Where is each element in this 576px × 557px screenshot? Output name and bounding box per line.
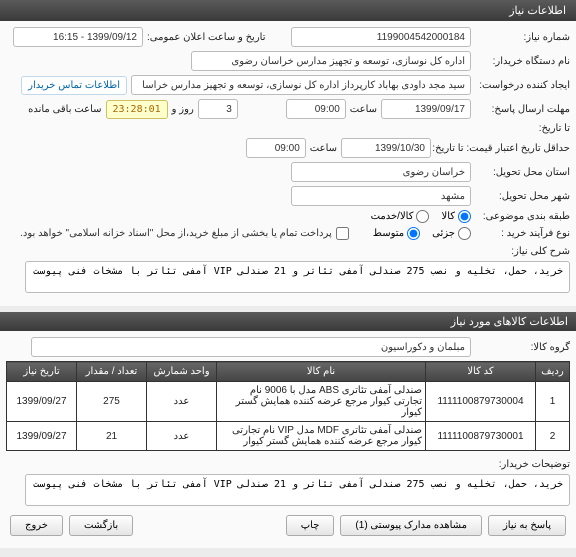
creator-field: سید مجد داودی بهاباد کارپرداز اداره کل ن… <box>131 75 471 95</box>
radio-goods-label: کالا <box>441 211 455 222</box>
lbl-saat1: ساعت <box>350 104 377 115</box>
lbl-buyer-notes: توضیحات خریدار: <box>475 459 570 470</box>
lbl-need-no: شماره نیاز: <box>475 32 570 43</box>
th-row: ردیف <box>536 362 570 382</box>
lbl-day: روز و <box>172 104 194 115</box>
lbl-saat2: ساعت <box>310 143 337 154</box>
answer-date-field: 1399/09/17 <box>381 99 471 119</box>
radio-goods[interactable]: کالا <box>441 210 471 223</box>
th-qty: تعداد / مقدار <box>77 362 147 382</box>
treasury-checkbox[interactable] <box>336 227 349 240</box>
radio-small-label: جزئی <box>432 228 455 239</box>
reply-button[interactable]: پاسخ به نیاز <box>488 515 566 536</box>
button-bar: پاسخ به نیاز مشاهده مدارک پیوستی (1) چاپ… <box>6 509 570 538</box>
lbl-creator: ایجاد کننده درخواست: <box>475 80 570 91</box>
lbl-answer-deadline: مهلت ارسال پاسخ: <box>475 104 570 115</box>
back-button[interactable]: بازگشت <box>69 515 133 536</box>
buyer-contact-button[interactable]: اطلاعات تماس خریدار <box>21 76 127 95</box>
delivery-state-field: خراسان رضوی <box>291 162 471 182</box>
cell-unit: عدد <box>147 382 217 422</box>
radio-mid-input[interactable] <box>407 227 420 240</box>
exit-button[interactable]: خروج <box>10 515 63 536</box>
lbl-to-date: تا تاریخ: <box>475 123 570 134</box>
lbl-min-valid: حداقل تاریخ اعتبار قیمت: تا تاریخ: <box>435 143 570 154</box>
group-field: مبلمان و دکوراسیون <box>31 337 471 357</box>
lbl-announce: تاریخ و ساعت اعلان عمومی: <box>147 32 287 43</box>
cell-unit: عدد <box>147 422 217 451</box>
panel1-title: اطلاعات نیاز <box>0 0 576 21</box>
th-unit: واحد شمارش <box>147 362 217 382</box>
radio-small-input[interactable] <box>458 227 471 240</box>
lbl-summary: شرح کلی نیاز: <box>475 246 570 257</box>
panel2-title: اطلاعات کالاهای مورد نیاز <box>0 312 576 331</box>
classify-radio-group: کالا کالا/خدمت <box>371 210 471 223</box>
radio-service-label: کالا/خدمت <box>371 211 414 222</box>
buyer-org-field: اداره کل نوسازی، توسعه و تجهیز مدارس خرا… <box>191 51 471 71</box>
cell-code: 1111100879730004 <box>426 382 536 422</box>
cell-qty: 21 <box>77 422 147 451</box>
th-code: کد کالا <box>426 362 536 382</box>
min-valid-time-field: 09:00 <box>246 138 306 158</box>
print-button[interactable]: چاپ <box>286 515 335 536</box>
min-valid-date-field: 1399/10/30 <box>341 138 431 158</box>
lbl-delivery-state: استان محل تحویل: <box>475 167 570 178</box>
radio-mid[interactable]: متوسط <box>373 227 420 240</box>
delivery-city-field: مشهد <box>291 186 471 206</box>
summary-textarea <box>25 261 570 293</box>
process-radio-group: جزئی متوسط <box>373 227 471 240</box>
th-name: نام کالا <box>217 362 426 382</box>
countdown-timer: 23:28:01 <box>106 100 168 119</box>
days-left-field: 3 <box>198 99 238 119</box>
cell-code: 1111100879730001 <box>426 422 536 451</box>
table-row: 11111100879730004صندلی آمفی تئاتری ABS م… <box>7 382 570 422</box>
answer-time-field: 09:00 <box>286 99 346 119</box>
cell-name: صندلی آمفی تئاتری MDF مدل VIP نام تجارتی… <box>217 422 426 451</box>
cell-date: 1399/09/27 <box>7 382 77 422</box>
lbl-classify: طبقه بندی موضوعی: <box>475 211 570 222</box>
need-number-field: 1199004542000184 <box>291 27 471 47</box>
radio-goods-input[interactable] <box>458 210 471 223</box>
cell-qty: 275 <box>77 382 147 422</box>
cell-idx: 1 <box>536 382 570 422</box>
lbl-group: گروه کالا: <box>475 342 570 353</box>
lbl-buyer-org: نام دستگاه خریدار: <box>475 56 570 67</box>
cell-idx: 2 <box>536 422 570 451</box>
buyer-notes-textarea <box>25 474 570 506</box>
lbl-hours-remain: ساعت باقی مانده <box>28 104 101 115</box>
attachments-button[interactable]: مشاهده مدارک پیوستی (1) <box>340 515 482 536</box>
th-date: تاریخ نیاز <box>7 362 77 382</box>
need-info-panel: اطلاعات نیاز شماره نیاز: 119900454200018… <box>0 0 576 306</box>
lbl-delivery-city: شهر محل تحویل: <box>475 191 570 202</box>
cell-date: 1399/09/27 <box>7 422 77 451</box>
items-table: ردیف کد کالا نام کالا واحد شمارش تعداد /… <box>6 361 570 451</box>
radio-service-input[interactable] <box>416 210 429 223</box>
cell-name: صندلی آمفی تئاتری ABS مدل با 9006 نام تج… <box>217 382 426 422</box>
radio-small[interactable]: جزئی <box>432 227 471 240</box>
announce-datetime-field: 1399/09/12 - 16:15 <box>13 27 143 47</box>
radio-service[interactable]: کالا/خدمت <box>371 210 430 223</box>
treasury-note: پرداخت تمام یا بخشی از مبلغ خرید،از محل … <box>20 228 332 239</box>
radio-mid-label: متوسط <box>373 228 404 239</box>
table-row: 21111100879730001صندلی آمفی تئاتری MDF م… <box>7 422 570 451</box>
lbl-buy-process: نوع فرآیند خرید : <box>475 228 570 239</box>
